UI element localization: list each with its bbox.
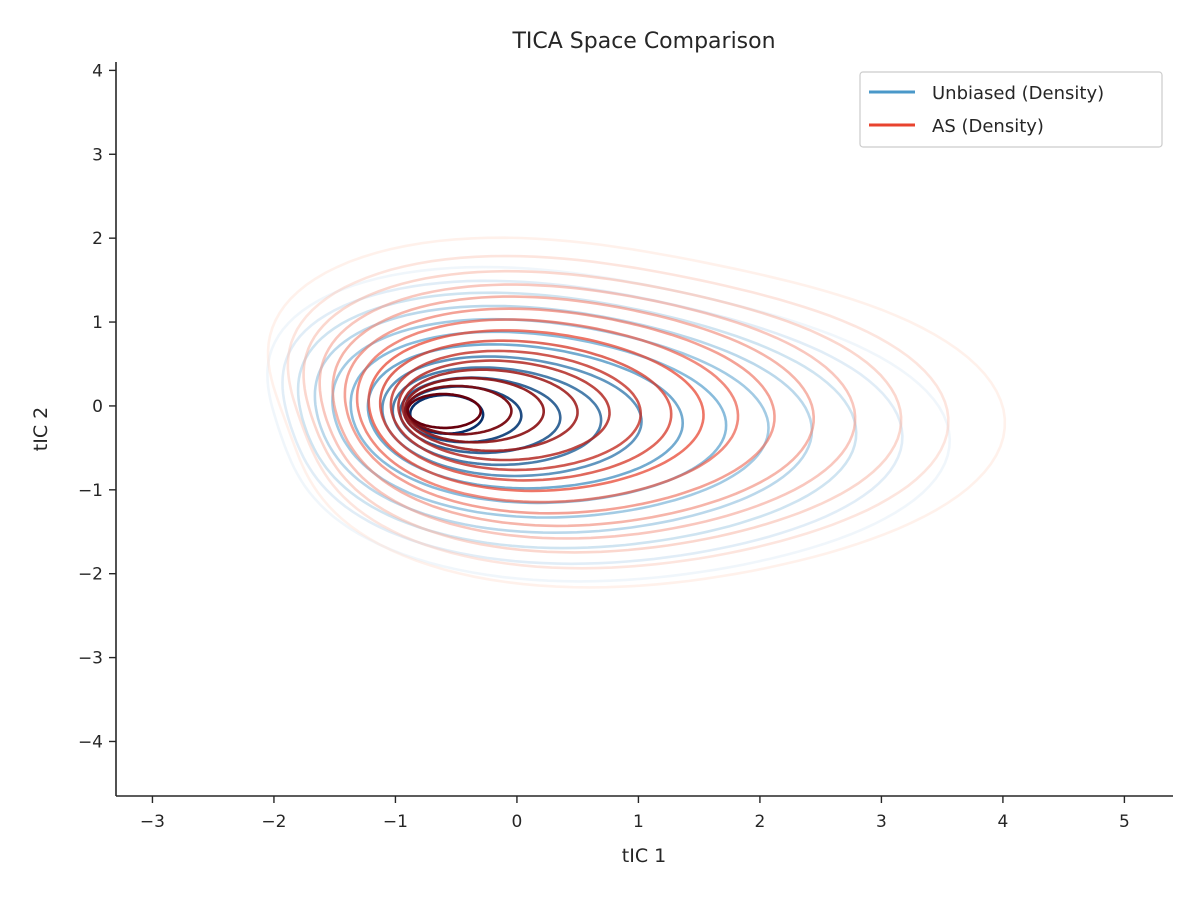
y-tick-label: −2 <box>78 565 103 585</box>
x-tick-label: 4 <box>997 812 1008 832</box>
legend-label-as: AS (Density) <box>932 116 1044 137</box>
contour-line <box>378 339 673 482</box>
contour-line <box>331 295 816 528</box>
x-tick-label: 5 <box>1119 812 1130 832</box>
y-tick-label: 3 <box>92 145 103 165</box>
x-tick-label: −3 <box>140 812 165 832</box>
contour-layer <box>266 236 1007 589</box>
x-tick-label: 1 <box>633 812 644 832</box>
x-tick-label: 0 <box>512 812 523 832</box>
contour-line <box>381 355 643 478</box>
y-tick-label: −4 <box>78 732 103 752</box>
contour-line <box>318 283 857 540</box>
contour-line <box>286 254 950 570</box>
x-tick-label: −1 <box>383 812 408 832</box>
contour-line <box>391 366 603 467</box>
legend-frame <box>859 71 1163 148</box>
y-tick-label: 1 <box>92 313 103 333</box>
y-axis-ticks: −4 −3 −2 −1 0 1 2 3 4 <box>78 61 116 752</box>
chart-title: TICA Space Comparison <box>511 29 775 54</box>
contour-line <box>397 359 611 462</box>
series-as <box>266 236 1007 589</box>
contour-line <box>366 343 685 490</box>
contour-line <box>296 291 858 550</box>
legend-label-unbiased: Unbiased (Density) <box>932 83 1104 104</box>
y-tick-label: 4 <box>92 61 103 81</box>
legend: Unbiased (Density) AS (Density) <box>859 71 1163 148</box>
contour-line <box>266 236 1007 589</box>
contour-line <box>401 368 579 453</box>
contour-line <box>406 392 482 430</box>
contour-line <box>313 304 814 535</box>
contour-line <box>355 318 740 504</box>
x-axis-ticks: −3 −2 −1 0 1 2 3 4 5 <box>140 796 1130 832</box>
y-tick-label: −1 <box>78 481 103 501</box>
contour-line <box>302 269 903 554</box>
x-tick-label: 2 <box>755 812 766 832</box>
y-tick-label: −3 <box>78 649 103 669</box>
contour-line <box>389 349 643 472</box>
x-tick-label: −2 <box>261 812 286 832</box>
y-tick-label: 2 <box>92 229 103 249</box>
x-axis-label: tIC 1 <box>622 845 666 867</box>
contour-line <box>343 307 776 515</box>
contour-line <box>403 376 545 444</box>
y-tick-label: 0 <box>92 397 103 417</box>
contour-line <box>367 329 705 493</box>
y-axis-label: tIC 2 <box>30 407 52 451</box>
x-tick-label: 3 <box>876 812 887 832</box>
